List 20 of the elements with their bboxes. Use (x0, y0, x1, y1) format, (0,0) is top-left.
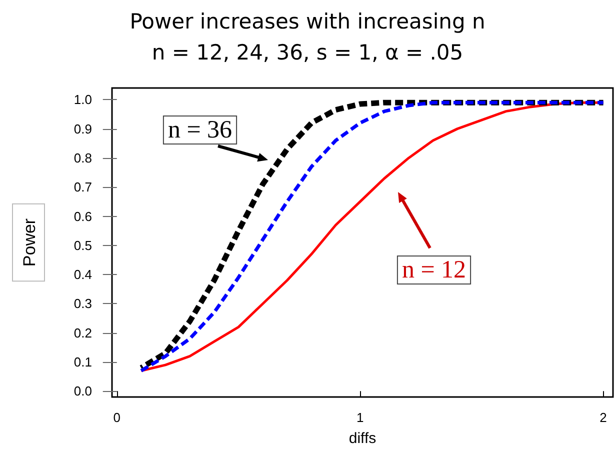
x-tick-label: 0 (113, 410, 120, 425)
y-axis-title: Power (20, 218, 39, 267)
x-tick-label: 1 (356, 410, 364, 425)
y-tick-label: 0.2 (74, 325, 92, 340)
y-tick-label: 1.0 (74, 92, 92, 108)
y-tick-label: 0.9 (74, 121, 92, 136)
y-tick-label: 0.7 (74, 180, 92, 195)
chart-subtitle: n = 12, 24, 36, s = 1, α = .05 (152, 40, 464, 64)
chart-title: Power increases with increasing n (130, 10, 486, 34)
annotation: n = 12 (402, 256, 466, 284)
y-tick-label: 0.5 (74, 238, 92, 253)
y-tick-label: 0.6 (74, 208, 92, 224)
x-tick-label: 2 (600, 410, 607, 425)
y-tick-label: 0.0 (74, 384, 92, 399)
y-tick-label: 0.3 (74, 296, 92, 312)
x-axis-title: diffs (348, 430, 376, 447)
y-tick-label: 0.4 (74, 267, 92, 282)
y-tick-label: 0.1 (74, 354, 92, 370)
annotation: n = 36 (168, 116, 232, 144)
y-tick-label: 0.8 (74, 150, 92, 166)
